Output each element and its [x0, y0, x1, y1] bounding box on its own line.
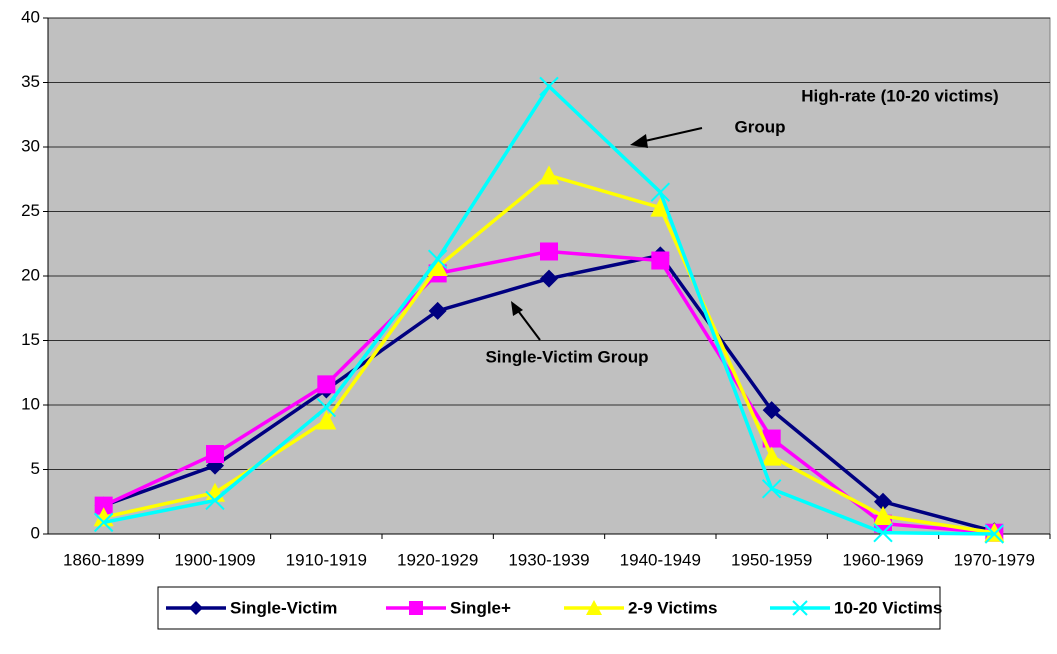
legend-label: Single+: [450, 598, 511, 617]
marker: [317, 375, 336, 394]
legend-marker: [409, 601, 423, 615]
marker: [316, 410, 337, 430]
arrowhead: [630, 134, 648, 148]
marker: [540, 269, 558, 288]
y-tick-label: 30: [21, 136, 40, 155]
annotation: Single-Victim Group: [485, 347, 648, 366]
marker: [651, 251, 670, 270]
x-tick-label: 1930-1939: [508, 550, 589, 569]
marker: [762, 401, 781, 420]
marker: [761, 479, 782, 499]
y-tick-label: 5: [31, 459, 40, 478]
y-tick-label: 0: [31, 523, 40, 542]
marker: [984, 522, 1005, 542]
marker: [539, 165, 559, 185]
marker: [874, 492, 892, 511]
marker: [761, 446, 782, 466]
marker: [873, 505, 893, 525]
legend-marker: [792, 600, 808, 616]
x-tick-label: 1960-1969: [842, 550, 923, 569]
x-tick-label: 1860-1899: [63, 550, 144, 569]
marker: [540, 242, 558, 261]
arrow: [635, 127, 703, 144]
legend-marker: [586, 600, 602, 615]
legend-label: 2-9 Victims: [628, 598, 717, 617]
y-tick-label: 15: [21, 330, 40, 349]
marker: [539, 76, 559, 97]
legend-label: Single-Victim: [230, 598, 337, 617]
marker: [205, 490, 225, 511]
x-tick-label: 1910-1919: [286, 550, 367, 569]
marker: [873, 523, 893, 543]
y-tick-label: 10: [21, 394, 40, 413]
marker: [650, 182, 671, 202]
annotation: High-rate (10-20 victims): [801, 86, 998, 105]
marker: [650, 197, 671, 217]
arrow: [515, 307, 541, 341]
y-tick-label: 35: [21, 72, 40, 91]
y-tick-label: 40: [21, 7, 40, 26]
marker: [94, 496, 113, 515]
marker: [316, 397, 337, 418]
legend-label: 10-20 Victims: [834, 598, 942, 617]
marker: [427, 256, 448, 276]
x-tick-label: 1940-1949: [620, 550, 701, 569]
annotation: Group: [735, 117, 786, 136]
arrowhead: [511, 301, 523, 316]
y-tick-label: 20: [21, 265, 40, 284]
y-tick-label: 25: [21, 201, 40, 220]
marker: [427, 249, 448, 269]
x-tick-label: 1970-1979: [954, 550, 1035, 569]
x-tick-label: 1920-1929: [397, 550, 478, 569]
legend-marker: [189, 601, 203, 615]
x-tick-label: 1950-1959: [731, 550, 812, 569]
x-tick-label: 1900-1909: [174, 550, 255, 569]
marker: [984, 524, 1005, 544]
marker: [206, 445, 224, 464]
marker: [428, 301, 447, 320]
marker: [93, 512, 114, 533]
